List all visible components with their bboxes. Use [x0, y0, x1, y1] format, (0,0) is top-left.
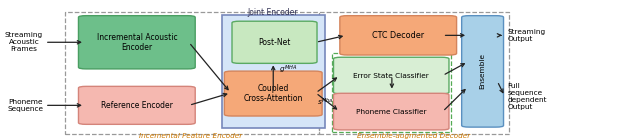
Text: $g^{MHA}$: $g^{MHA}$	[279, 64, 298, 76]
FancyBboxPatch shape	[340, 16, 456, 55]
Text: Phoneme Classifier: Phoneme Classifier	[356, 109, 426, 115]
Text: CTC Decoder: CTC Decoder	[372, 31, 424, 40]
FancyBboxPatch shape	[333, 93, 449, 130]
FancyBboxPatch shape	[79, 16, 195, 69]
Text: Incremental Acoustic
Encoder: Incremental Acoustic Encoder	[97, 33, 177, 52]
FancyBboxPatch shape	[232, 21, 317, 63]
FancyBboxPatch shape	[79, 86, 195, 124]
Text: Ensemble: Ensemble	[479, 53, 486, 89]
Text: $s^{Mha}$: $s^{Mha}$	[317, 96, 333, 108]
FancyBboxPatch shape	[333, 57, 449, 94]
Text: Phoneme
Sequence: Phoneme Sequence	[8, 99, 44, 112]
Text: Streaming
Output: Streaming Output	[508, 29, 545, 42]
Text: Ensemble-augmented Decoder: Ensemble-augmented Decoder	[358, 132, 470, 139]
Text: Streaming
Acoustic
Frames: Streaming Acoustic Frames	[5, 32, 43, 52]
Text: Joint Encoder: Joint Encoder	[247, 8, 298, 17]
FancyBboxPatch shape	[461, 16, 504, 127]
Text: Coupled
Cross-Attention: Coupled Cross-Attention	[244, 84, 303, 103]
Text: Error State Classifier: Error State Classifier	[353, 73, 429, 79]
FancyBboxPatch shape	[225, 71, 322, 116]
Text: Post-Net: Post-Net	[259, 38, 291, 47]
Text: Incemental Feature Encoder: Incemental Feature Encoder	[139, 133, 243, 139]
Text: Full
sequence
dependent
Output: Full sequence dependent Output	[508, 83, 547, 110]
Text: Reference Encoder: Reference Encoder	[101, 101, 173, 110]
FancyBboxPatch shape	[222, 15, 324, 128]
